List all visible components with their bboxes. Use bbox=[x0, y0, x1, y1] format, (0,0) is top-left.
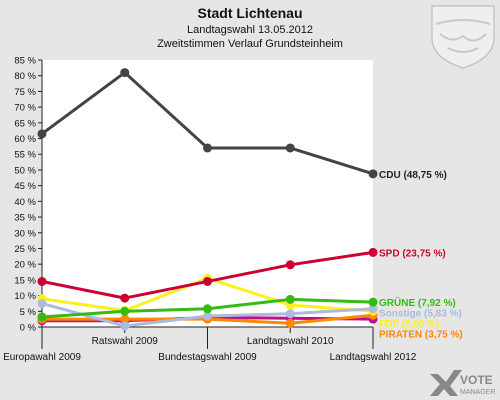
end-labels: CDU (48,75 %) SPD (23,75 %) GRÜNE (7,92 %)… bbox=[379, 170, 463, 341]
data-point bbox=[120, 293, 130, 303]
data-point bbox=[285, 318, 295, 328]
x-tick-label: Europawahl 2009 bbox=[3, 352, 81, 363]
data-point bbox=[203, 143, 212, 153]
y-tick-label: 20 % bbox=[14, 260, 36, 271]
series-end-label: GRÜNE (7,92 %) bbox=[379, 296, 456, 309]
series-end-label: CDU (48,75 %) bbox=[379, 170, 447, 181]
x-tick-label: Landtagswahl 2012 bbox=[330, 352, 417, 363]
plot-area bbox=[42, 60, 373, 327]
y-tick-label: 70 % bbox=[14, 103, 36, 114]
data-point bbox=[120, 321, 130, 331]
data-point bbox=[285, 294, 295, 304]
y-tick-label: 30 % bbox=[14, 228, 36, 239]
series-end-label: SPD (23,75 %) bbox=[379, 248, 446, 259]
series-end-label: PIRATEN (3,75 %) bbox=[379, 330, 463, 341]
y-tick-label: 80 % bbox=[14, 71, 36, 82]
y-tick-label: 0 % bbox=[20, 323, 37, 334]
chart-title: Stadt Lichtenau bbox=[197, 5, 302, 21]
y-tick-label: 25 % bbox=[14, 244, 36, 255]
y-axis: 0 % 5 % 10 % 15 % 20 % 25 % 30 % 35 % 40 % 45 % 50… bbox=[14, 56, 43, 334]
data-point bbox=[37, 129, 47, 139]
chart-subtitle-2: Zweitstimmen Verlauf Grundsteinheim bbox=[157, 38, 343, 50]
data-point bbox=[203, 276, 212, 286]
y-tick-label: 50 % bbox=[14, 165, 36, 176]
x-axis: Europawahl 2009 Ratswahl 2009 Bundestagswa… bbox=[3, 326, 417, 363]
logo-text-vote: VOTE bbox=[460, 373, 493, 387]
data-point bbox=[368, 304, 378, 314]
x-tick-label: Bundestagswahl 2009 bbox=[158, 352, 257, 363]
data-point bbox=[120, 68, 130, 78]
y-tick-label: 65 % bbox=[14, 118, 36, 129]
data-point bbox=[285, 260, 295, 270]
y-tick-label: 10 % bbox=[14, 291, 36, 302]
data-point bbox=[368, 297, 378, 307]
y-tick-label: 85 % bbox=[14, 56, 36, 67]
data-point bbox=[368, 247, 378, 257]
y-tick-label: 15 % bbox=[14, 275, 36, 286]
y-tick-label: 60 % bbox=[14, 134, 36, 145]
data-point bbox=[120, 314, 130, 324]
data-point bbox=[203, 304, 212, 314]
data-point bbox=[285, 309, 295, 319]
y-tick-label: 75 % bbox=[14, 87, 36, 98]
series-layer bbox=[37, 68, 378, 331]
data-point bbox=[37, 276, 47, 286]
series-end-label: FDP (5,00 %) bbox=[379, 319, 439, 330]
series-end-label: Sonstige (5,83 %) bbox=[379, 309, 462, 320]
data-point bbox=[120, 306, 130, 316]
y-tick-label: 5 % bbox=[20, 307, 37, 318]
y-tick-label: 35 % bbox=[14, 213, 36, 224]
logo-text-manager: MANAGER bbox=[460, 389, 495, 396]
data-point bbox=[203, 311, 212, 321]
x-tick-label: Ratswahl 2009 bbox=[92, 336, 159, 347]
vote-manager-logo: VOTE MANAGER bbox=[430, 370, 495, 396]
coat-of-arms-icon bbox=[431, 5, 495, 69]
chart-subtitle: Landtagswahl 13.05.2012 bbox=[187, 24, 313, 36]
x-tick-label: Landtagswahl 2010 bbox=[247, 336, 334, 347]
data-point bbox=[37, 298, 47, 308]
data-point bbox=[285, 143, 295, 153]
data-point bbox=[368, 169, 378, 179]
y-tick-label: 40 % bbox=[14, 197, 36, 208]
y-tick-label: 55 % bbox=[14, 150, 36, 161]
data-point bbox=[37, 312, 47, 322]
vote-manager-icon bbox=[430, 370, 462, 396]
y-tick-label: 45 % bbox=[14, 181, 36, 192]
